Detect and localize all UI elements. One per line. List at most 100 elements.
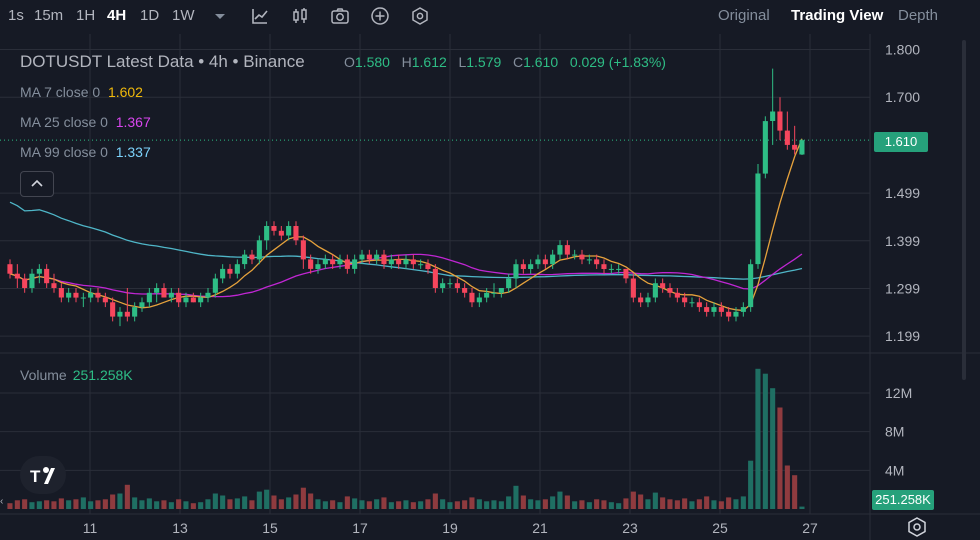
volume-bar <box>792 475 798 509</box>
candle-body <box>410 259 416 265</box>
volume-bar <box>682 498 688 509</box>
candle-body <box>784 130 790 145</box>
timeframe-4h[interactable]: 4H <box>107 7 127 24</box>
volume-bar <box>623 498 629 509</box>
volume-bar <box>51 501 57 509</box>
candle-body <box>161 288 167 298</box>
candle-body <box>616 268 622 270</box>
candle-body <box>117 311 123 317</box>
svg-text:T: T <box>30 467 41 486</box>
candle-body <box>381 254 387 265</box>
volume-bar <box>220 495 226 509</box>
timeframe-1h[interactable]: 1H <box>76 7 96 24</box>
volume-bar <box>271 495 277 509</box>
camera-icon[interactable] <box>330 6 350 26</box>
candle-body <box>535 259 541 265</box>
candle-body <box>704 307 710 312</box>
volume-bar <box>73 499 79 509</box>
candle-body <box>469 292 475 303</box>
volume-legend: Volume 251.258K <box>20 367 133 383</box>
volume-bar <box>308 493 314 509</box>
price-tick-label: 1.499 <box>885 185 920 201</box>
volume-bar <box>762 373 768 509</box>
volume-bar <box>447 502 453 509</box>
candle-body <box>22 278 28 288</box>
ma7-legend: MA 7 close 0 1.602 <box>20 84 143 100</box>
volume-bar <box>418 501 424 509</box>
candle-body <box>183 297 189 303</box>
candle-body <box>190 297 196 303</box>
left-scroll-handle[interactable]: ‹ <box>0 496 4 507</box>
volume-bar <box>322 501 328 509</box>
candle-body <box>256 240 262 260</box>
candles-icon[interactable] <box>290 6 310 26</box>
volume-bar <box>777 407 783 509</box>
volume-bar <box>454 501 460 509</box>
volume-bar <box>300 487 306 509</box>
candle-body <box>58 288 64 298</box>
candle-body <box>770 111 776 121</box>
candlestick-chart[interactable]: 1.800 1.700 1.499 1.399 1.299 1.199 12M 8M 4M 11 1… <box>0 34 980 540</box>
volume-bar <box>154 501 160 509</box>
candle-body <box>403 259 409 265</box>
candle-body <box>146 292 152 303</box>
candle-body <box>66 292 72 298</box>
volume-bar <box>205 499 211 509</box>
add-indicator-icon[interactable] <box>370 6 390 26</box>
candle-body <box>51 283 57 288</box>
ma7-label: MA 7 close 0 <box>20 84 101 100</box>
candle-body <box>748 264 754 308</box>
ma99-value: 1.337 <box>115 144 151 160</box>
chart-background <box>0 34 980 540</box>
volume-bar <box>476 499 482 509</box>
volume-bar <box>168 502 174 509</box>
volume-bar <box>667 499 673 509</box>
volume-bar <box>388 502 394 509</box>
candle-body <box>432 268 438 288</box>
volume-bar <box>660 497 666 509</box>
volume-bar <box>572 501 578 509</box>
view-trading-view[interactable]: Trading View <box>791 7 884 24</box>
collapse-legend-button[interactable] <box>20 171 54 197</box>
line-chart-icon[interactable] <box>250 6 270 26</box>
volume-bar <box>58 498 64 509</box>
chart-settings-icon[interactable] <box>906 516 928 538</box>
settings-hex-icon[interactable] <box>410 6 430 26</box>
right-scroll-handle[interactable] <box>962 40 966 380</box>
volume-bar <box>535 500 541 509</box>
candle-body <box>528 264 534 269</box>
volume-bar <box>381 497 387 509</box>
candle-body <box>630 278 636 298</box>
candle-body <box>674 292 680 298</box>
volume-bar <box>7 503 13 509</box>
volume-tick-label: 12M <box>885 385 912 401</box>
volume-bar <box>139 500 145 509</box>
volume-bar <box>366 501 372 509</box>
view-depth[interactable]: Depth <box>898 7 939 24</box>
ma99-legend: MA 99 close 0 1.337 <box>20 144 151 160</box>
candle-body <box>506 278 512 288</box>
timeframe-1s[interactable]: 1s <box>8 7 24 24</box>
timeframe-15m[interactable]: 15m <box>34 7 64 24</box>
candle-body <box>242 254 248 265</box>
view-original[interactable]: Original <box>718 7 770 24</box>
timeframe-1d[interactable]: 1D <box>140 7 160 24</box>
candle-body <box>337 259 343 265</box>
ohlc-readout: O1.580 H1.612 L1.579 C1.610 0.029 (+1.83… <box>344 54 666 70</box>
volume-bar <box>755 368 761 509</box>
candle-body <box>388 259 394 265</box>
volume-bar <box>564 495 570 509</box>
chevron-down-icon[interactable] <box>210 6 230 26</box>
candle-body <box>278 230 284 236</box>
ma25-label: MA 25 close 0 <box>20 114 108 130</box>
volume-bar <box>374 499 380 509</box>
timeframe-1w[interactable]: 1W <box>172 7 195 24</box>
chevron-up-icon <box>31 179 43 187</box>
volume-bar <box>146 498 152 509</box>
candle-body <box>73 292 79 298</box>
time-tick-label: 19 <box>442 520 458 536</box>
volume-bar <box>278 499 284 509</box>
candle-body <box>374 254 380 260</box>
volume-bar <box>183 501 189 509</box>
volume-bar <box>740 496 746 509</box>
